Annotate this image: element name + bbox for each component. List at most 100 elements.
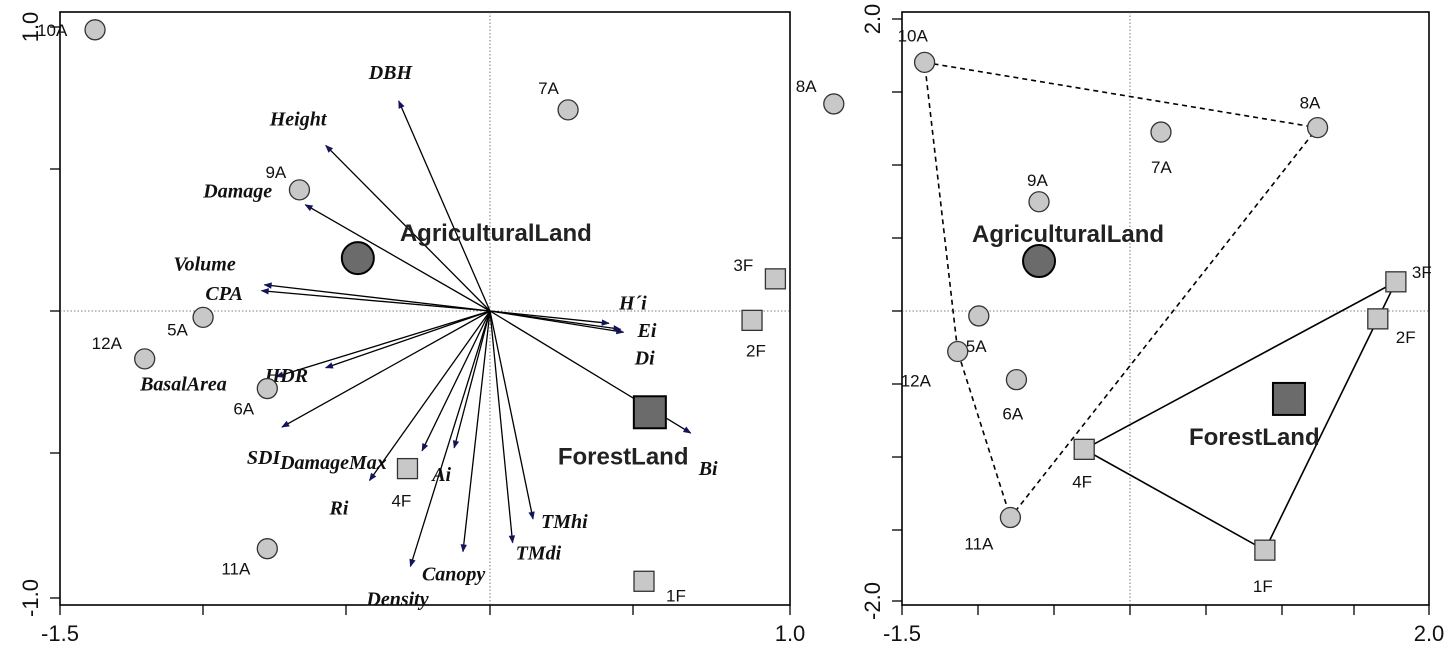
- vector-Damage-arrow: [304, 204, 491, 312]
- site-label-1F: 1F: [666, 586, 686, 605]
- y-tick-label-min: -2.0: [860, 582, 885, 620]
- x-tick-label-max: 1.0: [775, 621, 806, 646]
- y-tick-label-min: -1.0: [18, 579, 43, 617]
- vector-Ai-arrow: [452, 310, 491, 449]
- y-tick-label-max: 1.0: [18, 12, 43, 43]
- site-point-4F: [396, 457, 419, 480]
- site-label-4F: 4F: [391, 492, 411, 511]
- site-point-6A: [1005, 369, 1028, 391]
- vector-TMhi-arrow: [489, 310, 535, 520]
- vector-DamageMax-arrow: [421, 310, 491, 452]
- site-point-12A: [947, 340, 969, 363]
- vector-CPA-arrow: [263, 282, 491, 312]
- site-label-6A: 6A: [1002, 405, 1023, 424]
- vector-label-Volume: Volume: [173, 254, 235, 276]
- vector-Density-arrow: [409, 310, 491, 568]
- vector-label-Di: Di: [634, 347, 655, 369]
- site-label-9A: 9A: [265, 163, 286, 182]
- site-point-5A: [192, 306, 214, 329]
- x-tick-label-min: -1.5: [41, 621, 79, 646]
- vector-label-Damage: Damage: [202, 181, 272, 203]
- vector-label-Density: Density: [365, 588, 428, 610]
- site-label-8A: 8A: [1300, 94, 1321, 113]
- vector-Volume-arrow: [260, 288, 491, 312]
- vector-label-DBH: DBH: [368, 62, 414, 84]
- vector-label-CPA: CPA: [205, 283, 242, 305]
- centroid-label-ForestLand: ForestLand: [1189, 424, 1320, 451]
- site-point-1F: [1254, 539, 1276, 561]
- vector-Hi-arrow: [489, 310, 610, 326]
- vector-SDI-arrow: [281, 310, 491, 428]
- vector-label-DamageMax: DamageMax: [279, 452, 387, 474]
- site-point-6A: [256, 377, 278, 400]
- vector-label-TMhi: TMhi: [541, 511, 588, 533]
- vector-label-Ai: Ai: [430, 464, 451, 486]
- site-point-8A: [1306, 116, 1329, 139]
- site-label-6A: 6A: [233, 400, 254, 419]
- vector-TMdi-arrow: [489, 310, 516, 544]
- vector-label-BasalArea: BasalArea: [139, 374, 227, 396]
- site-point-9A: [1028, 191, 1050, 213]
- site-label-5A: 5A: [167, 320, 188, 339]
- site-label-4F: 4F: [1072, 472, 1092, 491]
- vector-label-Ri: Ri: [329, 497, 349, 519]
- site-label-5A: 5A: [966, 337, 987, 356]
- site-point-2F: [1367, 308, 1389, 330]
- vector-BasalArea-arrow: [275, 310, 491, 378]
- vector-Ri-arrow: [368, 310, 491, 482]
- centroid-label-AgriculturalLand: AgriculturalLand: [972, 221, 1164, 248]
- site-label-1F: 1F: [1253, 577, 1273, 596]
- site-label-9A: 9A: [1027, 171, 1048, 190]
- centroid-agricultural: [340, 241, 375, 276]
- site-point-3F: [764, 268, 787, 290]
- hull-F: [1082, 279, 1398, 552]
- site-point-1F: [633, 570, 655, 592]
- vector-label-Height: Height: [269, 108, 328, 130]
- site-label-7A: 7A: [538, 79, 559, 98]
- site-point-10A: [913, 51, 936, 74]
- site-label-11A: 11A: [964, 535, 994, 554]
- vector-label-Canopy: Canopy: [422, 564, 485, 586]
- site-label-8A: 8A: [796, 77, 817, 96]
- vector-Height-arrow: [325, 144, 491, 312]
- vector-label-Ei: Ei: [637, 320, 657, 342]
- vector-HDR-arrow: [324, 310, 491, 369]
- site-point-3F: [1385, 271, 1407, 293]
- site-label-2F: 2F: [1396, 328, 1416, 347]
- x-tick-label-min: -1.5: [883, 621, 921, 646]
- site-label-7A: 7A: [1151, 158, 1172, 177]
- site-label-3F: 3F: [733, 256, 753, 275]
- vector-Di-arrow: [489, 310, 622, 332]
- site-label-10A: 10A: [898, 26, 929, 45]
- site-point-11A: [256, 538, 278, 560]
- vector-label-Bi: Bi: [698, 458, 718, 480]
- centroid-label-AgriculturalLand: AgriculturalLand: [400, 220, 592, 247]
- centroid-label-ForestLand: ForestLand: [558, 443, 689, 470]
- panel-1: -1.5 1.0 1.0 -1.0 DBH Height Damage Volume CPA H´…: [18, 11, 845, 646]
- site-label-10A: 10A: [37, 21, 68, 40]
- site-point-5A: [968, 305, 990, 327]
- site-point-4F: [1073, 438, 1095, 460]
- site-label-12A: 12A: [92, 334, 123, 353]
- plot-frame: [59, 11, 791, 606]
- plot-frame: [901, 11, 1430, 606]
- centroid-agricultural: [1022, 244, 1057, 279]
- vector-label-Hi: H´i: [618, 292, 647, 314]
- site-point-2F: [741, 309, 763, 332]
- vector-DBH-arrow: [398, 100, 491, 312]
- site-label-3F: 3F: [1412, 263, 1432, 282]
- site-point-7A: [1150, 121, 1172, 143]
- vector-Canopy-arrow: [460, 310, 491, 553]
- vector-label-SDI: SDI: [247, 447, 282, 469]
- site-point-10A: [84, 19, 106, 41]
- site-point-8A: [823, 93, 845, 115]
- site-point-9A: [288, 179, 311, 201]
- centroid-forest: [1271, 381, 1306, 416]
- x-tick-label-max: 2.0: [1414, 621, 1445, 646]
- site-label-11A: 11A: [221, 560, 251, 579]
- site-point-12A: [134, 348, 156, 370]
- vector-label-TMdi: TMdi: [516, 543, 562, 565]
- site-label-2F: 2F: [746, 341, 766, 360]
- site-point-7A: [557, 99, 579, 121]
